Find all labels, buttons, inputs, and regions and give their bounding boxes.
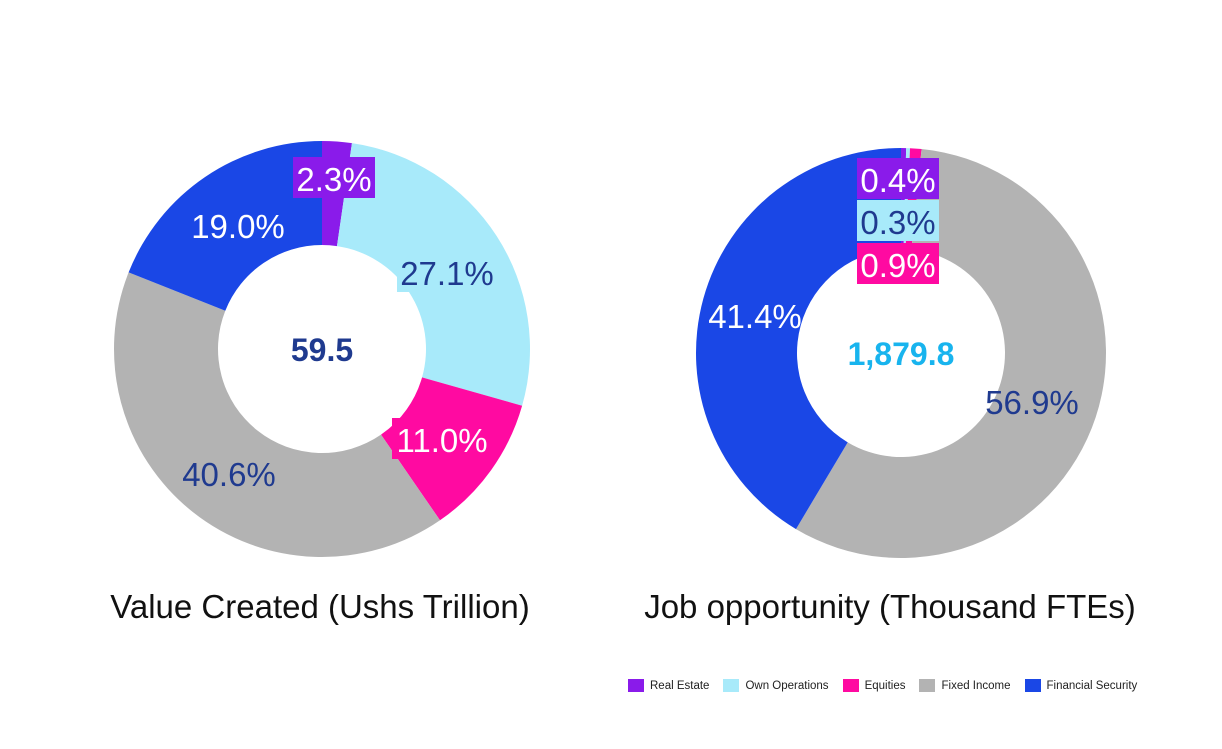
legend: Real Estate Own Operations Equities Fixe… <box>628 679 1137 692</box>
center-value-value-created: 59.5 <box>291 332 353 368</box>
legend-item-equities: Equities <box>842 679 906 692</box>
label-bg-value-created-equities <box>392 418 492 459</box>
label-bg-job-opportunity-equities <box>857 243 939 284</box>
label-bg-value-created-real-estate <box>293 157 375 198</box>
data-label-job-opportunity-fixed-income: 56.9% <box>985 384 1079 421</box>
label-bg-value-created-own-operations <box>397 251 497 292</box>
slice-value-created-financial-security <box>128 141 322 311</box>
legend-label-equities: Equities <box>864 679 906 692</box>
center-value-job-opportunity: 1,879.8 <box>848 336 955 372</box>
donut-job-opportunity: 0.4% 0.3% 0.9% 56.9% 41.4% 1,879.8 <box>696 148 1106 558</box>
data-label-job-opportunity-real-estate: 0.4% <box>860 162 935 199</box>
label-bg-job-opportunity-own-operations <box>857 200 939 241</box>
data-label-value-created-real-estate: 2.3% <box>296 161 371 198</box>
label-bg-job-opportunity-real-estate <box>857 158 939 199</box>
slice-job-opportunity-fixed-income <box>795 149 1106 558</box>
data-label-value-created-own-operations: 27.1% <box>400 255 494 292</box>
legend-item-own-operations: Own Operations <box>723 679 829 692</box>
data-label-job-opportunity-equities: 0.9% <box>860 247 935 284</box>
data-label-value-created-equities: 11.0% <box>396 422 487 459</box>
legend-label-financial-security: Financial Security <box>1046 679 1138 692</box>
legend-swatch-equities <box>842 679 859 692</box>
legend-swatch-own-operations <box>723 679 740 692</box>
chart-title-value-created: Value Created (Ushs Trillion) <box>110 588 530 625</box>
legend-item-fixed-income: Fixed Income <box>919 679 1011 692</box>
slice-value-created-fixed-income <box>113 272 440 558</box>
legend-item-financial-security: Financial Security <box>1024 679 1138 692</box>
data-label-value-created-financial-security: 19.0% <box>191 208 285 245</box>
data-label-value-created-fixed-income: 40.6% <box>182 456 276 493</box>
data-label-job-opportunity-own-operations: 0.3% <box>860 204 935 241</box>
legend-label-fixed-income: Fixed Income <box>941 679 1011 692</box>
legend-swatch-financial-security <box>1024 679 1041 692</box>
legend-item-real-estate: Real Estate <box>628 679 709 692</box>
legend-label-own-operations: Own Operations <box>745 679 829 692</box>
legend-label-real-estate: Real Estate <box>650 679 710 692</box>
chart-title-job-opportunity: Job opportunity (Thousand FTEs) <box>644 588 1136 625</box>
donut-value-created: 2.3% 27.1% 11.0% 40.6% 19.0% 59.5 <box>113 141 530 558</box>
legend-swatch-fixed-income <box>919 679 936 692</box>
slice-job-opportunity-financial-security <box>696 148 901 530</box>
data-label-job-opportunity-financial-security: 41.4% <box>708 298 802 335</box>
legend-swatch-real-estate <box>628 679 644 692</box>
